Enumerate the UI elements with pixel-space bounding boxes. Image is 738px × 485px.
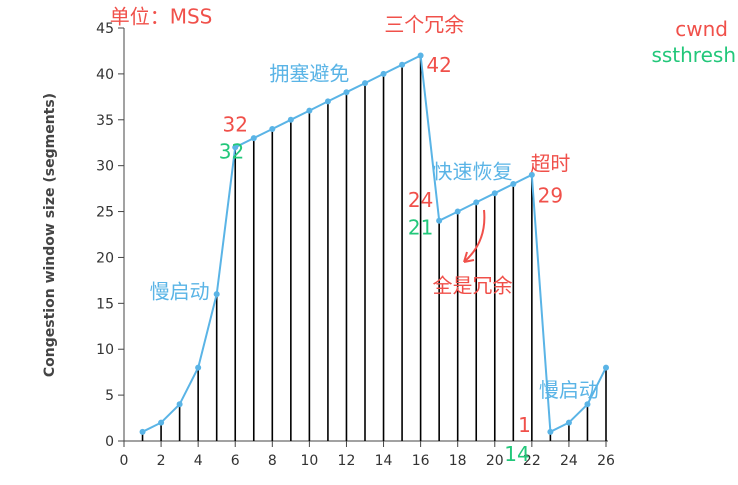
data-point xyxy=(455,209,461,215)
x-tick-label: 12 xyxy=(338,453,356,469)
x-tick-label: 0 xyxy=(120,453,129,469)
data-point xyxy=(325,98,331,104)
annotation-timeout: 超时 xyxy=(530,151,570,175)
y-tick-label: 15 xyxy=(96,296,114,312)
x-tick-label: 14 xyxy=(375,453,393,469)
annotation-val-1: 1 xyxy=(518,413,531,437)
data-point xyxy=(418,53,424,59)
x-tick-label: 6 xyxy=(231,453,240,469)
annotation-val-14: 14 xyxy=(504,442,529,466)
annotation-unit: 单位：MSS xyxy=(110,4,213,28)
data-point xyxy=(399,62,405,68)
y-axis-label: Congestion window size (segments) xyxy=(42,93,58,377)
annotation-val-21: 21 xyxy=(408,216,433,240)
data-point xyxy=(269,126,275,132)
y-tick-label: 10 xyxy=(96,342,114,358)
x-tick-label: 20 xyxy=(486,453,504,469)
data-point xyxy=(288,117,294,123)
data-point xyxy=(140,429,146,435)
y-tick-label: 40 xyxy=(96,67,114,83)
cwnd-series-line xyxy=(143,56,607,432)
y-tick-label: 30 xyxy=(96,159,114,175)
data-point xyxy=(381,71,387,77)
x-tick-label: 26 xyxy=(597,453,615,469)
annotation-fast-recovery: 快速恢复 xyxy=(433,160,513,184)
arrow-all-dup xyxy=(464,210,484,262)
y-tick-label: 0 xyxy=(105,434,114,450)
annotation-val-42: 42 xyxy=(426,53,451,77)
annotation-triple-dup: 三个冗余 xyxy=(384,13,464,37)
x-tick-label: 18 xyxy=(449,453,467,469)
annotation-val-29: 29 xyxy=(538,183,563,207)
data-point xyxy=(251,135,257,141)
y-tick-label: 35 xyxy=(96,113,114,129)
x-tick-label: 2 xyxy=(157,453,166,469)
x-tick-label: 4 xyxy=(194,453,203,469)
data-point xyxy=(343,89,349,95)
x-tick-label: 8 xyxy=(268,453,277,469)
data-point xyxy=(177,401,183,407)
y-tick-label: 20 xyxy=(96,250,114,266)
data-point xyxy=(547,429,553,435)
annotation-cong-avoid: 拥塞避免 xyxy=(269,61,349,85)
data-point xyxy=(195,365,201,371)
y-axis-label-group: Congestion window size (segments) xyxy=(42,93,58,377)
data-point xyxy=(584,401,590,407)
y-tick-label: 5 xyxy=(105,388,114,404)
data-point xyxy=(566,420,572,426)
x-tick-label: 16 xyxy=(412,453,430,469)
data-point xyxy=(492,190,498,196)
x-tick-label: 24 xyxy=(560,453,578,469)
data-point xyxy=(436,218,442,224)
annotation-val-32-ssthresh: 32 xyxy=(219,139,244,163)
data-point xyxy=(603,365,609,371)
x-tick-label: 10 xyxy=(300,453,318,469)
annotation-legend-ssthresh: ssthresh xyxy=(651,43,736,67)
annotation-slow-start-2: 慢启动 xyxy=(539,378,599,402)
y-tick-label: 25 xyxy=(96,205,114,221)
data-point xyxy=(473,199,479,205)
annotation-val-32-cwnd: 32 xyxy=(223,113,248,137)
series xyxy=(143,56,607,432)
annotation-slow-start-1: 慢启动 xyxy=(150,280,210,304)
annotation-all-dup: 全是冗余 xyxy=(433,273,513,297)
data-point xyxy=(158,420,164,426)
annotation-val-24: 24 xyxy=(408,188,433,212)
annotation-legend-cwnd: cwnd xyxy=(675,17,728,41)
data-point xyxy=(362,80,368,86)
data-point xyxy=(306,108,312,114)
data-point xyxy=(214,291,220,297)
